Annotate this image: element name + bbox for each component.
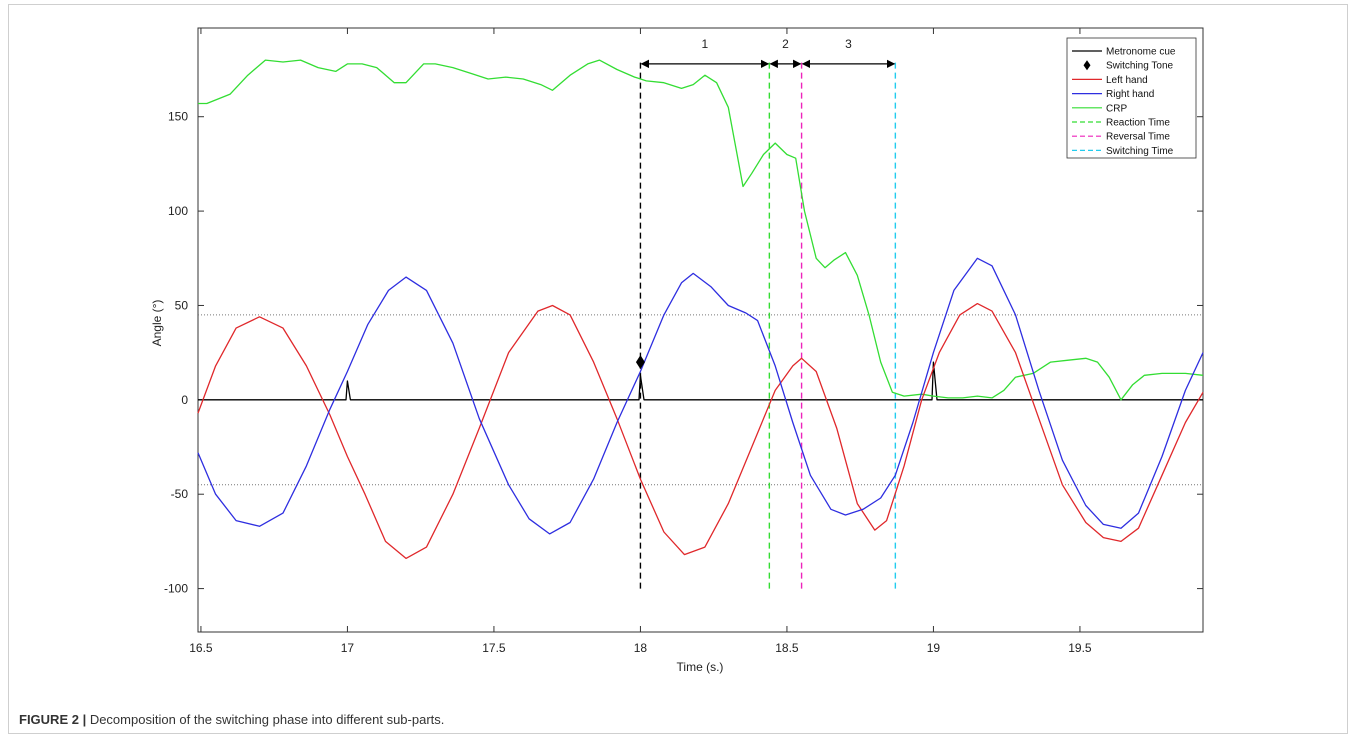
figure-caption: FIGURE 2 | Decomposition of the switchin… <box>19 712 444 727</box>
x-tick-label: 18 <box>634 641 648 655</box>
line-chart: 16.5 17 17.5 18 18.5 19 19.5 -100 -50 0 50 100 150 1… <box>150 27 1204 674</box>
legend-label: Right hand <box>1106 89 1154 100</box>
x-axis-label: Time (s.) <box>677 660 724 674</box>
series-crp <box>198 59 1204 401</box>
figure-frame: 16.5 17 17.5 18 18.5 19 19.5 -100 -50 0 50 100 150 1… <box>8 4 1348 734</box>
plot-area <box>197 27 1204 633</box>
legend-label: Reaction Time <box>1106 118 1170 129</box>
y-axis-label: Angle (°) <box>150 300 164 347</box>
legend-label: Reversal Time <box>1106 132 1170 143</box>
legend-label: Left hand <box>1106 75 1148 86</box>
x-tick-label: 19 <box>927 641 941 655</box>
legend-box <box>1066 37 1197 159</box>
series-metronome-cue <box>198 361 1203 401</box>
phase-label: 2 <box>782 37 789 51</box>
caption-text: Decomposition of the switching phase int… <box>86 712 445 727</box>
y-tick-label: 0 <box>181 393 188 407</box>
caption-label: FIGURE 2 | <box>19 712 87 727</box>
x-tick-label: 17 <box>341 641 355 655</box>
y-tick-label: -50 <box>171 487 189 501</box>
series-right-hand <box>197 257 1204 535</box>
switching-tone-marker <box>635 355 645 370</box>
series-left-hand <box>197 302 1204 560</box>
y-tick-label: 150 <box>168 110 188 124</box>
x-tick-label: 16.5 <box>189 641 213 655</box>
legend-label: Metronome cue <box>1106 47 1176 58</box>
y-tick-label: 100 <box>168 204 188 218</box>
legend-label: CRP <box>1106 103 1127 114</box>
legend-label: Switching Time <box>1106 146 1174 157</box>
x-tick-label: 19.5 <box>1068 641 1092 655</box>
y-tick-label: 50 <box>175 298 189 312</box>
legend-label: Switching Tone <box>1106 61 1174 72</box>
phase-label: 1 <box>702 37 709 51</box>
legend: Metronome cue Switching Tone Left hand Righ… <box>1066 37 1197 159</box>
phase-label: 3 <box>845 37 852 51</box>
x-tick-label: 17.5 <box>482 641 506 655</box>
legend-swatch <box>1083 60 1091 71</box>
y-tick-label: -100 <box>164 582 188 596</box>
x-tick-label: 18.5 <box>775 641 799 655</box>
